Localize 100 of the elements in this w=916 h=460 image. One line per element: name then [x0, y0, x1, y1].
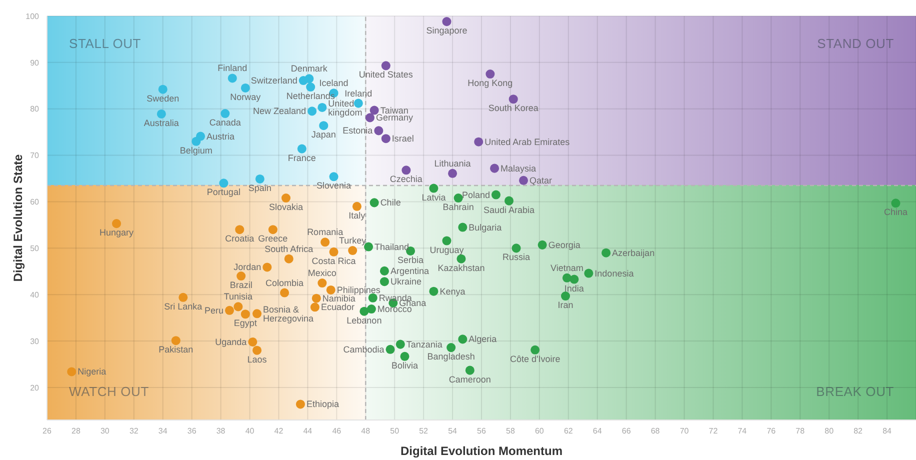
annotation: Laos — [247, 354, 268, 364]
point — [380, 277, 389, 286]
x-tick-label: 74 — [738, 426, 748, 436]
point — [219, 178, 228, 188]
annotation: Russia — [502, 252, 530, 262]
annotation: Iran — [558, 300, 574, 310]
x-tick-label: 52 — [419, 426, 429, 436]
x-tick-label: 60 — [534, 426, 544, 436]
x-tick-label: 58 — [506, 426, 516, 436]
annotation: Azerbaijan — [612, 248, 655, 258]
annotation: STALL OUT — [69, 36, 142, 51]
x-tick-label: 82 — [854, 426, 864, 436]
point — [228, 74, 237, 83]
point — [240, 310, 250, 319]
point — [220, 109, 230, 118]
annotation: Slovakia — [268, 202, 303, 212]
point — [491, 190, 500, 200]
annotation: Australia — [144, 118, 179, 128]
y-tick-label: 100 — [26, 12, 40, 21]
annotation: Chile — [380, 198, 401, 208]
annotation: Pakistan — [158, 344, 194, 355]
annotation: Indonesia — [594, 268, 634, 278]
annotation: Slovenia — [316, 180, 352, 191]
x-tick-label: 42 — [274, 426, 284, 436]
point — [465, 366, 474, 375]
annotation: Kazakhstan — [438, 262, 485, 273]
annotation: Austria — [206, 131, 235, 142]
annotation: Romania — [307, 227, 344, 238]
annotation: Spain — [248, 182, 272, 193]
y-tick-label: 80 — [30, 104, 40, 114]
x-tick-label: 48 — [361, 426, 371, 436]
point — [280, 288, 290, 298]
point — [320, 238, 330, 247]
point — [319, 121, 328, 130]
x-tick-label: 28 — [72, 426, 81, 436]
annotation: Estonia — [342, 126, 373, 136]
y-axis-title: Digital Evolution State — [10, 153, 26, 284]
annotation: Greece — [258, 234, 288, 244]
annotation: Croatia — [225, 234, 254, 244]
point — [252, 346, 262, 355]
x-axis-title: Digital Evolution Momentum — [400, 444, 564, 458]
y-tick-label: 60 — [30, 198, 40, 207]
point — [296, 400, 305, 409]
point — [442, 17, 452, 26]
annotation: Hong Kong — [468, 78, 513, 88]
annotation: Philippines — [336, 284, 381, 295]
point — [381, 61, 390, 70]
annotation: Kenya — [440, 286, 466, 296]
annotation: Finland — [218, 63, 248, 74]
annotation: Turkey — [339, 236, 367, 246]
point — [318, 278, 327, 288]
point — [329, 247, 338, 256]
point — [360, 306, 369, 316]
point — [171, 336, 180, 346]
x-tick-label: 78 — [796, 426, 806, 436]
point — [562, 273, 572, 282]
annotation: South Africa — [264, 244, 314, 254]
annotation: Ireland — [344, 88, 372, 98]
x-tick-label: 76 — [766, 426, 776, 436]
point — [380, 266, 389, 276]
annotation: India — [564, 283, 584, 294]
annotation: Lebanon — [346, 315, 382, 326]
point — [248, 337, 258, 346]
y-tick-label: 30 — [30, 336, 40, 346]
annotation: Switzerland — [250, 76, 298, 86]
annotation: Bolivia — [391, 360, 418, 370]
x-tick-label: 70 — [680, 426, 690, 436]
point — [454, 194, 463, 203]
point — [112, 219, 122, 228]
y-tick-label: 70 — [30, 151, 40, 160]
annotation: Czechia — [390, 174, 422, 184]
annotation: Mexico — [308, 268, 336, 278]
point — [490, 164, 500, 173]
point — [370, 106, 379, 115]
annotation: Portugal — [206, 187, 240, 198]
point — [370, 198, 379, 208]
annotation: BREAK OUT — [816, 384, 894, 399]
annotation: STAND OUT — [817, 36, 894, 51]
annotation: Bosnia & Herzegovina — [263, 304, 314, 324]
point — [67, 367, 76, 376]
annotation: Cameroon — [448, 374, 491, 384]
annotation: WATCH OUT — [69, 384, 149, 399]
point — [326, 285, 336, 294]
annotation: Bahrain — [442, 202, 474, 212]
annotation: Norway — [230, 92, 262, 102]
x-tick-label: 62 — [564, 426, 574, 436]
point — [192, 136, 201, 146]
point — [530, 345, 540, 354]
point — [158, 84, 168, 94]
annotation: France — [288, 152, 316, 163]
point — [312, 294, 321, 303]
point — [268, 225, 278, 234]
point — [429, 286, 438, 296]
x-tick-label: 26 — [42, 426, 52, 436]
point — [402, 166, 411, 175]
point — [304, 74, 314, 84]
annotation: Uruguay — [430, 244, 464, 255]
annotation: Saudi Arabia — [483, 204, 535, 215]
point — [365, 113, 374, 122]
point — [348, 246, 358, 256]
